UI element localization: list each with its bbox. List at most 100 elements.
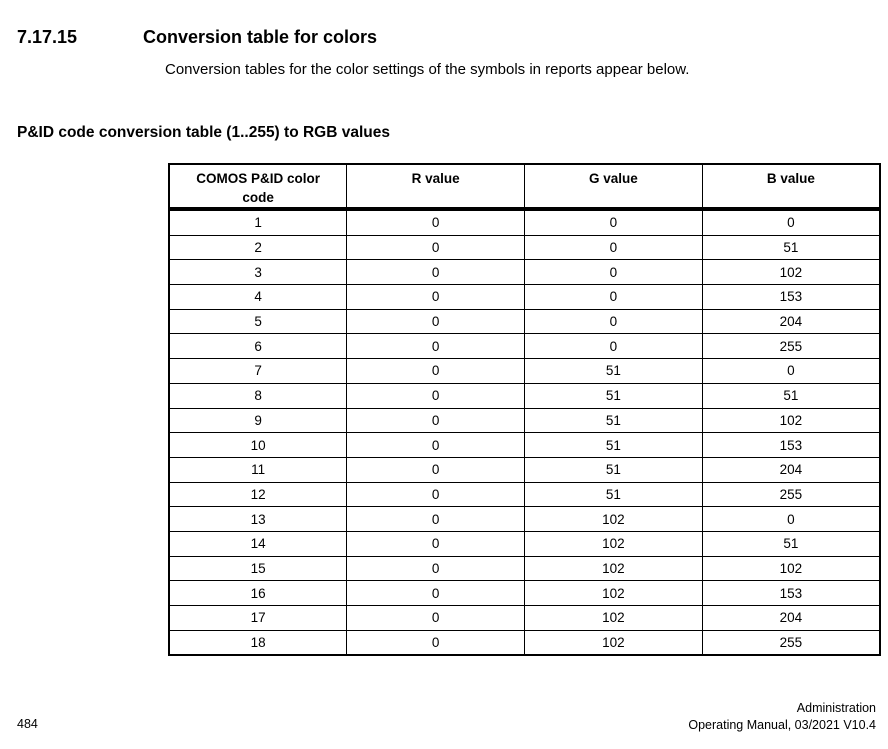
table-cell: 18: [168, 629, 348, 656]
table-row: 6 0 0 255: [168, 333, 881, 360]
table-cell: 255: [701, 629, 881, 656]
table-cell: 0: [346, 208, 525, 236]
table-cell: 11: [168, 456, 348, 483]
table-row: 14 0 102 51: [168, 530, 881, 557]
table-cell: 0: [346, 382, 525, 409]
table-cell: 16: [168, 580, 348, 606]
table-cell: 1: [168, 208, 348, 236]
table-cell: 0: [524, 208, 703, 236]
table-cell: 0: [701, 358, 881, 384]
table-cell: 51: [701, 382, 881, 409]
table-cell: 0: [346, 432, 525, 458]
table-cell: 51: [524, 382, 703, 409]
table-cell: 102: [524, 530, 703, 557]
table-cell: 0: [524, 234, 703, 261]
table-cell: 0: [346, 456, 525, 483]
table-cell: 17: [168, 605, 348, 631]
table-cell: 0: [346, 506, 525, 532]
table-cell: 204: [701, 308, 881, 335]
table-cell: 102: [701, 555, 881, 582]
table-cell: 102: [524, 629, 703, 656]
section-title: Conversion table for colors: [143, 27, 378, 47]
table-subheading: P&ID code conversion table (1..255) to R…: [17, 124, 390, 141]
table-row: 8 0 51 51: [168, 382, 881, 409]
table-cell: 102: [524, 580, 703, 606]
table-cell: 0: [346, 530, 525, 557]
table-cell: 0: [346, 407, 525, 434]
table-cell: 0: [346, 555, 525, 582]
table-cell: 0: [346, 234, 525, 261]
table-row: 5 0 0 204: [168, 308, 881, 335]
column-header-g: G value: [524, 163, 703, 210]
column-header-r: R value: [346, 163, 525, 210]
table-row: 17 0 102 204: [168, 605, 881, 631]
table-cell: 51: [524, 407, 703, 434]
intro-paragraph: Conversion tables for the color settings…: [165, 61, 690, 78]
table-cell: 5: [168, 308, 348, 335]
table-cell: 6: [168, 333, 348, 360]
page-number: 484: [17, 717, 38, 731]
table-cell: 0: [346, 284, 525, 310]
table-row: 15 0 102 102: [168, 555, 881, 582]
table-cell: 255: [701, 333, 881, 360]
footer-doc-version: Operating Manual, 03/2021 V10.4: [688, 718, 876, 732]
table-cell: 0: [701, 506, 881, 532]
table-cell: 102: [701, 407, 881, 434]
footer-document-info: Administration Operating Manual, 03/2021…: [688, 700, 876, 734]
section-number: 7.17.15: [17, 27, 78, 47]
table-head: COMOS P&ID color code R value G value B …: [168, 163, 881, 210]
table-cell: 0: [346, 481, 525, 508]
table-cell: 7: [168, 358, 348, 384]
table-cell: 0: [346, 333, 525, 360]
table-cell: 51: [524, 456, 703, 483]
section-heading: 7.17.15 Conversion table for colors: [17, 26, 377, 48]
table-cell: 0: [346, 605, 525, 631]
table-cell: 153: [701, 580, 881, 606]
table-cell: 51: [524, 358, 703, 384]
table-cell: 102: [524, 605, 703, 631]
color-conversion-table: COMOS P&ID color code R value G value B …: [168, 163, 881, 657]
table-row: 9 0 51 102: [168, 407, 881, 434]
table-row: 3 0 0 102: [168, 259, 881, 286]
table-cell: 0: [346, 580, 525, 606]
table-cell: 2: [168, 234, 348, 261]
table-cell: 51: [701, 530, 881, 557]
table-cell: 4: [168, 284, 348, 310]
table-row: 10 0 51 153: [168, 432, 881, 458]
table-cell: 51: [701, 234, 881, 261]
table-cell: 102: [701, 259, 881, 286]
table-row: 12 0 51 255: [168, 481, 881, 508]
table-row: 11 0 51 204: [168, 456, 881, 483]
table-row: 7 0 51 0: [168, 358, 881, 384]
table-cell: 13: [168, 506, 348, 532]
table-cell: 0: [346, 629, 525, 656]
table-cell: 51: [524, 432, 703, 458]
table-cell: 15: [168, 555, 348, 582]
table-cell: 102: [524, 506, 703, 532]
table-cell: 51: [524, 481, 703, 508]
table-cell: 0: [701, 208, 881, 236]
table-row: 18 0 102 255: [168, 629, 881, 656]
table-cell: 0: [346, 358, 525, 384]
table-cell: 0: [524, 284, 703, 310]
table-body: 1 0 0 0 2 0 0 51 3 0 0 102 4 0 0 153 5 0 0 204 6 0 0 255 7 0 51 0 8 0…: [168, 208, 881, 656]
table-cell: 14: [168, 530, 348, 557]
table-cell: 0: [346, 308, 525, 335]
table-cell: 102: [524, 555, 703, 582]
column-header-code: COMOS P&ID color code: [168, 163, 348, 210]
header-row: COMOS P&ID color code R value G value B …: [168, 163, 881, 210]
table-cell: 9: [168, 407, 348, 434]
table-cell: 0: [524, 259, 703, 286]
table-row: 16 0 102 153: [168, 580, 881, 606]
table-cell: 255: [701, 481, 881, 508]
table-cell: 0: [524, 333, 703, 360]
table-cell: 0: [346, 259, 525, 286]
table-row: 13 0 102 0: [168, 506, 881, 532]
table-cell: 204: [701, 456, 881, 483]
table-row: 2 0 0 51: [168, 234, 881, 261]
table-cell: 153: [701, 284, 881, 310]
table-cell: 12: [168, 481, 348, 508]
table-row: 4 0 0 153: [168, 284, 881, 310]
